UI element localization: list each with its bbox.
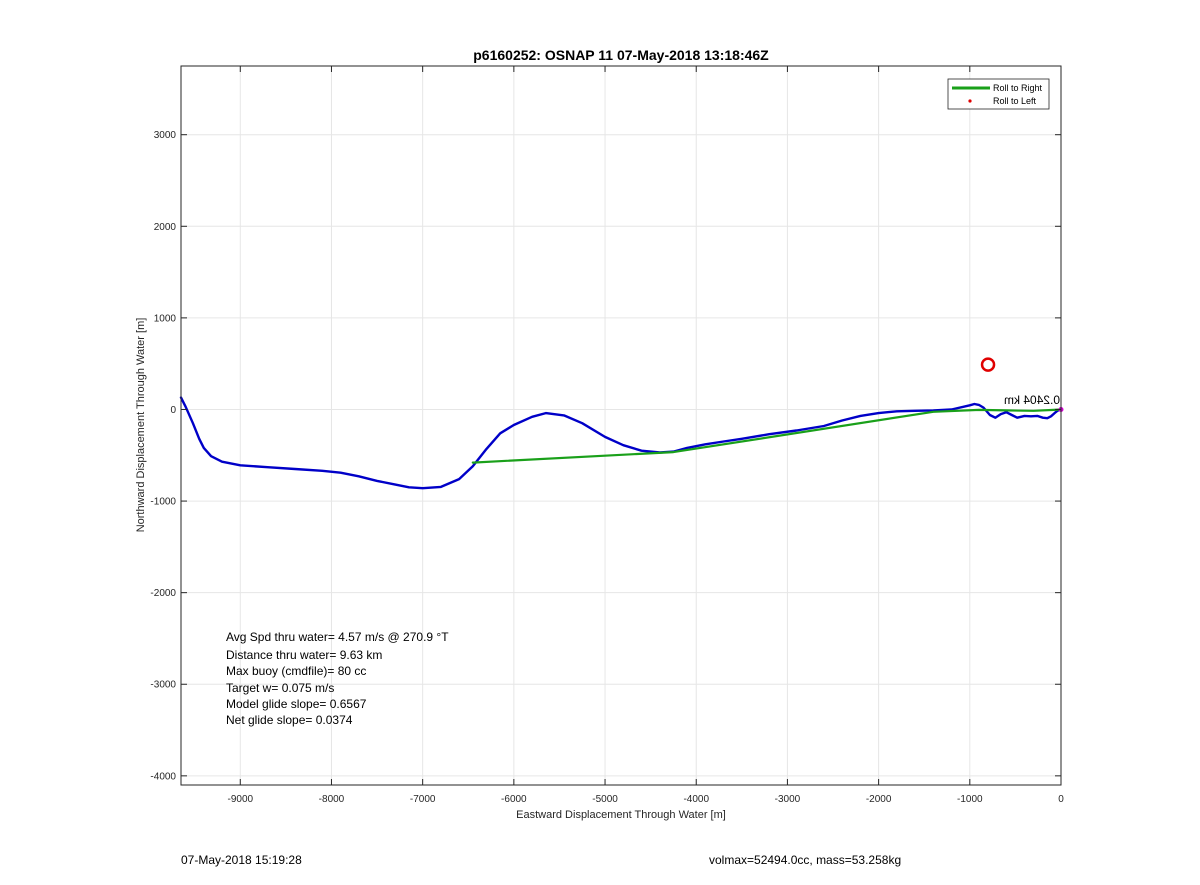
y-tick-label: -1000 (150, 497, 176, 508)
near-origin-annotation: 0.2404 km (1004, 393, 1060, 407)
axis-ticks (181, 66, 1062, 785)
chart-title: p6160252: OSNAP 11 07-May-2018 13:18:46Z (473, 47, 769, 63)
x-tick-label: -6000 (501, 794, 527, 805)
x-tick-label: -1000 (957, 794, 983, 805)
footer-timestamp: 07-May-2018 15:19:28 (181, 853, 302, 867)
legend: Roll to Right Roll to Left (947, 78, 1050, 110)
y-tick-label: -3000 (150, 680, 176, 691)
legend-label-roll-left: Roll to Left (993, 96, 1037, 106)
target-w-annotation: Target w= 0.075 m/s (226, 681, 334, 695)
y-tick-label: -2000 (150, 588, 176, 599)
series-line-track (179, 396, 1063, 490)
series-point-roll-left (980, 357, 996, 372)
grid-lines (181, 66, 1062, 785)
avg-speed-annotation: Avg Spd thru water= 4.57 m/s @ 270.9 °T (226, 630, 449, 644)
x-tick-label: -4000 (683, 794, 709, 805)
y-tick-label: 3000 (154, 130, 177, 141)
x-tick-label: 0 (1058, 794, 1064, 805)
x-axis-label: Eastward Displacement Through Water [m] (516, 809, 726, 821)
footer-volmax-mass: volmax=52494.0cc, mass=53.258kg (709, 853, 902, 867)
y-tick-label: 1000 (154, 313, 177, 324)
legend-box (947, 78, 1050, 110)
x-tick-label: -8000 (319, 794, 345, 805)
series-layer (179, 357, 1064, 490)
legend-label-roll-right: Roll to Right (993, 83, 1043, 93)
x-tick-label: -7000 (410, 794, 436, 805)
net-glide-annotation: Net glide slope= 0.0374 (226, 713, 353, 727)
x-tick-label: -3000 (775, 794, 801, 805)
axis-tick-labels: -9000 -8000 -7000 -6000 -5000 -4000 -3000 -2000… (150, 130, 1064, 805)
series-line-roll-right (471, 408, 1063, 464)
legend-swatch-roll-left (968, 99, 972, 103)
x-tick-label: -5000 (592, 794, 618, 805)
x-tick-label: -2000 (866, 794, 892, 805)
max-buoy-annotation: Max buoy (cmdfile)= 80 cc (226, 664, 366, 678)
y-tick-label: 2000 (154, 222, 177, 233)
y-tick-label: -4000 (150, 771, 176, 782)
y-tick-label: 0 (170, 405, 176, 416)
x-tick-label: -9000 (227, 794, 253, 805)
model-glide-annotation: Model glide slope= 0.6567 (226, 697, 367, 711)
y-axis-label: Northward Displacement Through Water [m] (135, 318, 147, 533)
plot-area-frame (180, 65, 1062, 786)
distance-annotation: Distance thru water= 9.63 km (226, 648, 382, 662)
stats-annotations: Avg Spd thru water= 4.57 m/s @ 270.9 °T … (226, 630, 449, 727)
